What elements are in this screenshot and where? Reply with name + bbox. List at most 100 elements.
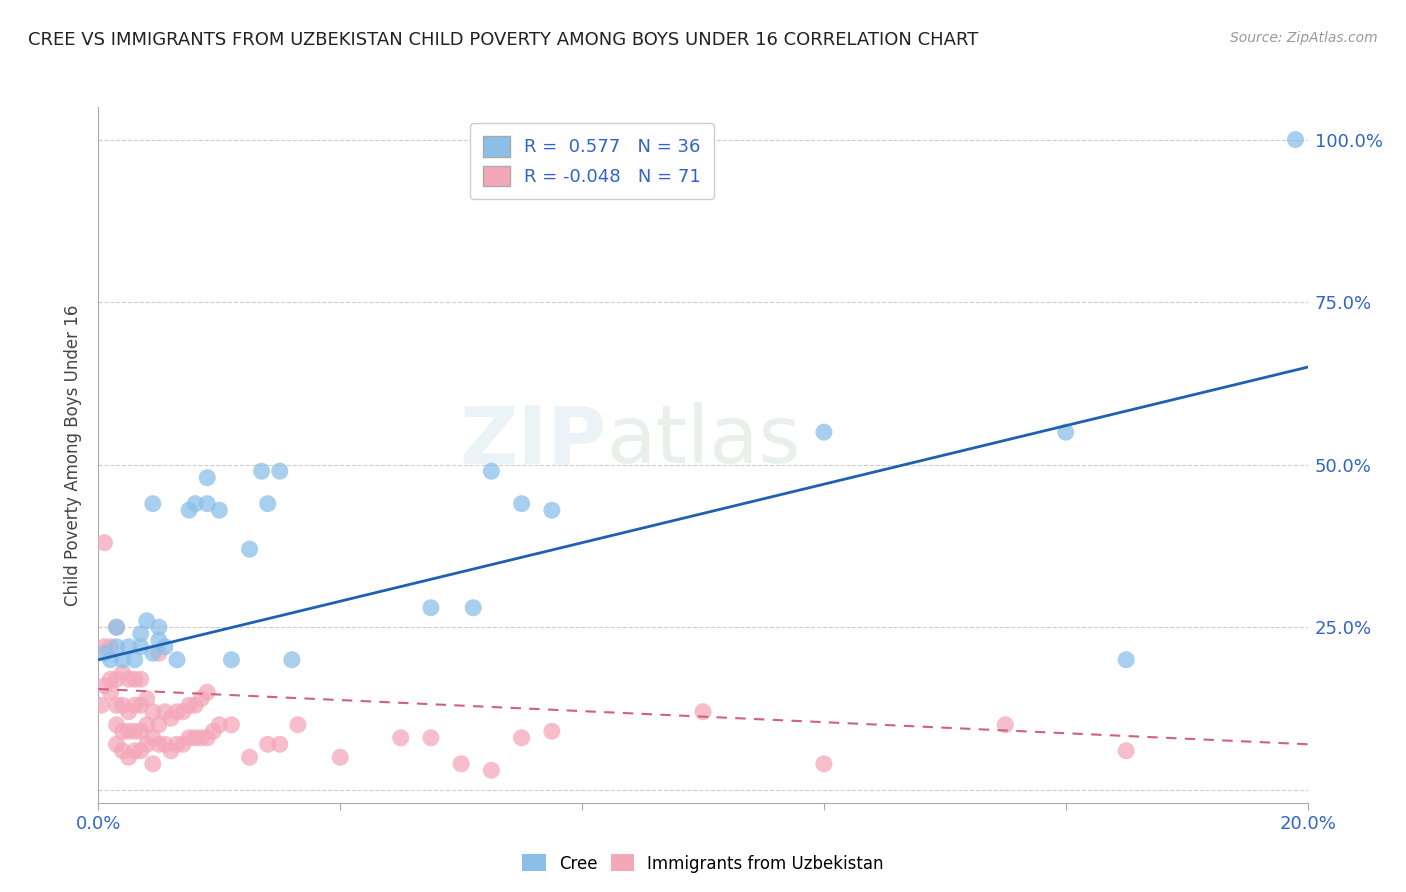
- Legend: R =  0.577   N = 36, R = -0.048   N = 71: R = 0.577 N = 36, R = -0.048 N = 71: [470, 123, 714, 199]
- Point: [135, 718, 157, 732]
- Point: [184, 698, 207, 713]
- Point: [111, 665, 134, 680]
- Point: [135, 691, 157, 706]
- Point: [111, 698, 134, 713]
- Point: [148, 646, 170, 660]
- Point: [420, 731, 443, 745]
- Point: [540, 503, 562, 517]
- Point: [93, 640, 115, 654]
- Text: ZIP: ZIP: [458, 402, 606, 480]
- Legend: Cree, Immigrants from Uzbekistan: Cree, Immigrants from Uzbekistan: [516, 847, 890, 880]
- Point: [250, 464, 273, 478]
- Point: [166, 705, 188, 719]
- Point: [692, 705, 714, 719]
- Point: [202, 724, 225, 739]
- Point: [160, 744, 183, 758]
- Point: [463, 600, 485, 615]
- Point: [195, 685, 218, 699]
- Point: [105, 737, 128, 751]
- Point: [166, 653, 188, 667]
- Point: [1284, 132, 1306, 146]
- Point: [208, 718, 231, 732]
- Point: [118, 640, 141, 654]
- Point: [269, 737, 291, 751]
- Point: [100, 685, 122, 699]
- Point: [184, 497, 207, 511]
- Point: [124, 744, 146, 758]
- Point: [179, 731, 201, 745]
- Point: [148, 718, 170, 732]
- Point: [510, 731, 533, 745]
- Point: [256, 737, 278, 751]
- Point: [813, 756, 835, 771]
- Point: [105, 718, 128, 732]
- Point: [256, 497, 278, 511]
- Point: [287, 718, 309, 732]
- Point: [153, 737, 176, 751]
- Point: [118, 672, 141, 686]
- Point: [105, 620, 128, 634]
- Point: [994, 718, 1017, 732]
- Point: [190, 731, 212, 745]
- Point: [124, 724, 146, 739]
- Point: [481, 464, 503, 478]
- Point: [129, 724, 152, 739]
- Point: [124, 653, 146, 667]
- Point: [100, 640, 122, 654]
- Point: [172, 705, 194, 719]
- Point: [540, 724, 562, 739]
- Point: [153, 705, 176, 719]
- Point: [269, 464, 291, 478]
- Point: [281, 653, 304, 667]
- Point: [179, 503, 201, 517]
- Point: [179, 698, 201, 713]
- Point: [184, 731, 207, 745]
- Point: [1115, 653, 1137, 667]
- Point: [142, 731, 165, 745]
- Point: [329, 750, 352, 764]
- Point: [100, 672, 122, 686]
- Point: [118, 705, 141, 719]
- Point: [221, 718, 243, 732]
- Point: [111, 653, 134, 667]
- Point: [148, 620, 170, 634]
- Point: [111, 724, 134, 739]
- Point: [420, 600, 443, 615]
- Point: [142, 646, 165, 660]
- Point: [1115, 744, 1137, 758]
- Point: [90, 698, 112, 713]
- Point: [142, 705, 165, 719]
- Point: [190, 691, 212, 706]
- Point: [195, 471, 218, 485]
- Point: [105, 698, 128, 713]
- Point: [135, 614, 157, 628]
- Point: [239, 542, 262, 557]
- Point: [481, 764, 503, 778]
- Point: [129, 698, 152, 713]
- Point: [195, 497, 218, 511]
- Point: [105, 620, 128, 634]
- Point: [510, 497, 533, 511]
- Point: [239, 750, 262, 764]
- Point: [118, 724, 141, 739]
- Point: [129, 672, 152, 686]
- Point: [450, 756, 472, 771]
- Point: [93, 535, 115, 549]
- Point: [160, 711, 183, 725]
- Point: [1054, 425, 1077, 439]
- Point: [93, 679, 115, 693]
- Point: [208, 503, 231, 517]
- Point: [129, 626, 152, 640]
- Point: [166, 737, 188, 751]
- Point: [129, 640, 152, 654]
- Point: [148, 633, 170, 648]
- Point: [135, 737, 157, 751]
- Y-axis label: Child Poverty Among Boys Under 16: Child Poverty Among Boys Under 16: [65, 304, 83, 606]
- Point: [100, 653, 122, 667]
- Point: [142, 497, 165, 511]
- Point: [105, 640, 128, 654]
- Point: [124, 698, 146, 713]
- Point: [172, 737, 194, 751]
- Text: atlas: atlas: [606, 402, 800, 480]
- Point: [195, 731, 218, 745]
